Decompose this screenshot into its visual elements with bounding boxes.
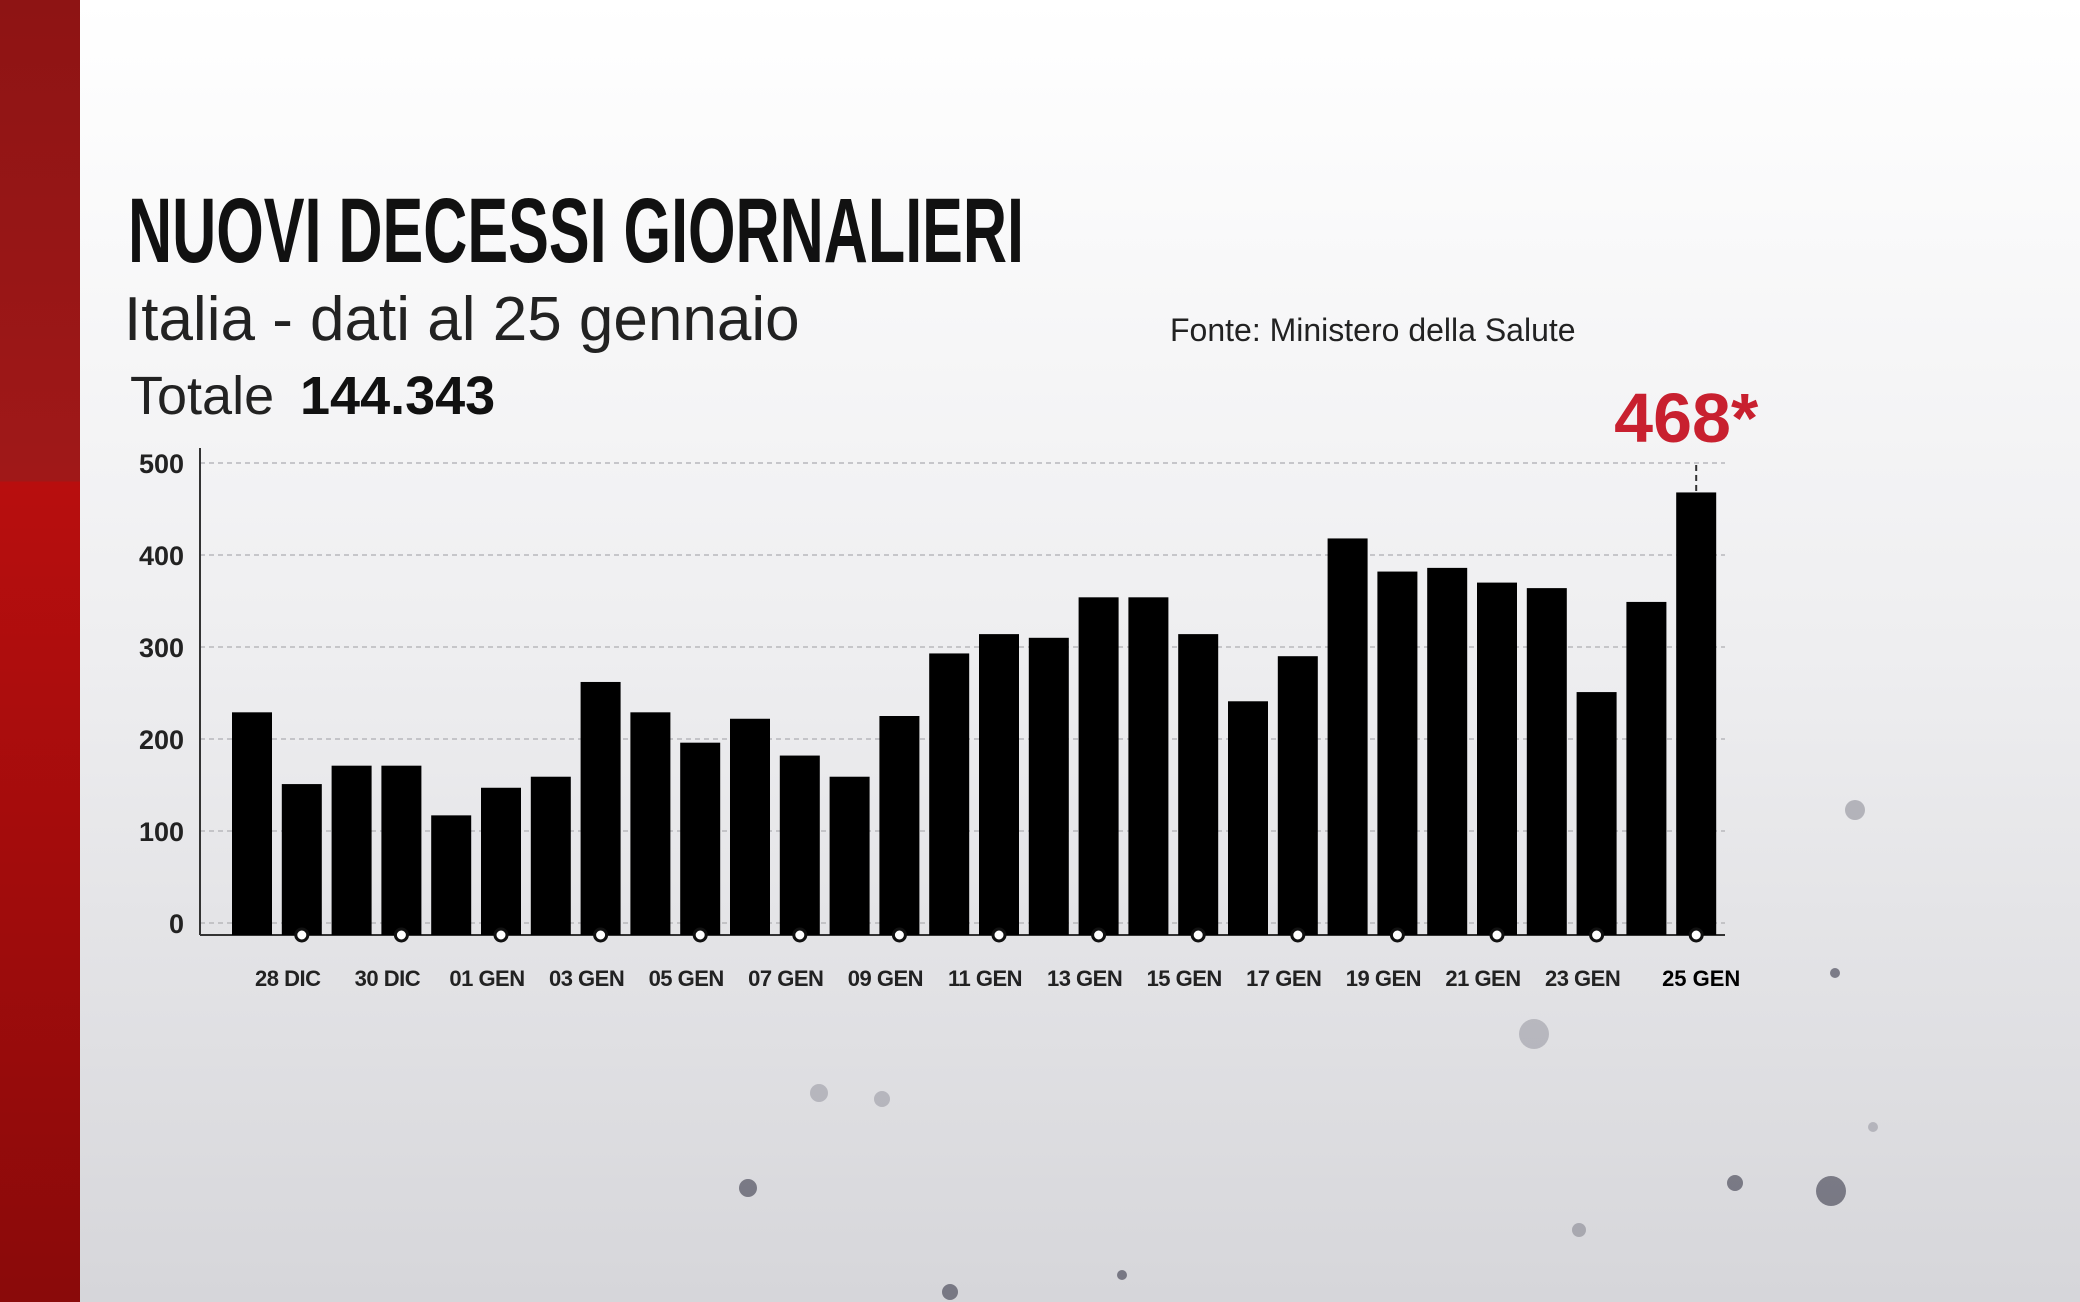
bar xyxy=(879,716,920,935)
total-label: Totale xyxy=(130,366,274,426)
x-tick-label: 23 GEN xyxy=(1545,966,1620,991)
y-tick-label: 200 xyxy=(139,725,184,755)
bar xyxy=(1028,637,1069,935)
x-marker xyxy=(1389,927,1405,943)
x-marker xyxy=(1489,927,1505,943)
x-tick-label: 19 GEN xyxy=(1346,966,1421,991)
x-marker xyxy=(891,927,907,943)
y-tick-label: 300 xyxy=(139,633,184,663)
bar xyxy=(530,776,571,935)
y-tick-label: 500 xyxy=(139,449,184,479)
x-marker xyxy=(393,927,409,943)
x-marker xyxy=(692,927,708,943)
value-label: 468* xyxy=(1614,379,1759,457)
decor-dots xyxy=(739,800,1878,1300)
bar xyxy=(1576,692,1617,935)
bar xyxy=(1427,567,1468,935)
y-tick-label: 100 xyxy=(139,817,184,847)
bar xyxy=(979,634,1019,935)
x-marker xyxy=(593,927,609,943)
total-value: 144.343 xyxy=(300,366,495,426)
bar xyxy=(431,815,472,935)
y-tick-label: 0 xyxy=(169,909,184,939)
chart-subtitle: Italia - dati al 25 gennaio xyxy=(124,285,800,354)
bar xyxy=(779,755,820,935)
x-marker xyxy=(1290,927,1306,943)
x-tick-label: 07 GEN xyxy=(748,966,823,991)
bar xyxy=(281,784,322,935)
bar xyxy=(1676,492,1717,935)
bar xyxy=(381,765,422,935)
source: Fonte: Ministero della Salute xyxy=(1170,312,1576,348)
bar xyxy=(929,653,970,935)
x-tick-label: 28 DIC xyxy=(255,966,321,991)
bar xyxy=(331,765,372,935)
x-tick-label: 09 GEN xyxy=(848,966,923,991)
x-marker xyxy=(493,927,509,943)
x-tick-label: 21 GEN xyxy=(1445,966,1520,991)
bar xyxy=(1626,601,1667,935)
bar xyxy=(1178,634,1219,935)
x-tick-label: 25 GEN xyxy=(1662,966,1740,991)
y-tick-label: 400 xyxy=(139,541,184,571)
x-marker xyxy=(1091,927,1107,943)
bar xyxy=(730,718,770,935)
bar xyxy=(1526,588,1567,935)
x-tick-label: 15 GEN xyxy=(1147,966,1222,991)
x-tick-label: 30 DIC xyxy=(355,966,421,991)
bar xyxy=(1377,571,1418,935)
bar xyxy=(1128,597,1169,935)
x-tick-label: 11 GEN xyxy=(948,966,1022,991)
bar xyxy=(1327,538,1368,935)
bar xyxy=(630,712,671,935)
x-tick-label: 17 GEN xyxy=(1246,966,1321,991)
bar xyxy=(680,742,721,935)
bar xyxy=(829,776,870,935)
x-tick-label: 13 GEN xyxy=(1047,966,1122,991)
x-tick-label: 01 GEN xyxy=(449,966,524,991)
x-marker xyxy=(1190,927,1206,943)
x-marker xyxy=(792,927,808,943)
x-marker xyxy=(1589,927,1605,943)
x-marker xyxy=(1688,927,1704,943)
bar xyxy=(1078,597,1119,935)
x-marker xyxy=(294,927,310,943)
bar xyxy=(232,712,272,935)
bar xyxy=(1277,656,1318,935)
x-marker xyxy=(991,927,1007,943)
bar xyxy=(580,681,621,935)
x-tick-label: 03 GEN xyxy=(549,966,624,991)
bar xyxy=(1228,701,1268,935)
x-tick-label: 05 GEN xyxy=(649,966,724,991)
bar xyxy=(481,787,521,935)
chart-title: NUOVI DECESSI GIORNALIERI xyxy=(128,180,1024,282)
side-band xyxy=(0,0,80,1302)
bar xyxy=(1477,582,1517,935)
